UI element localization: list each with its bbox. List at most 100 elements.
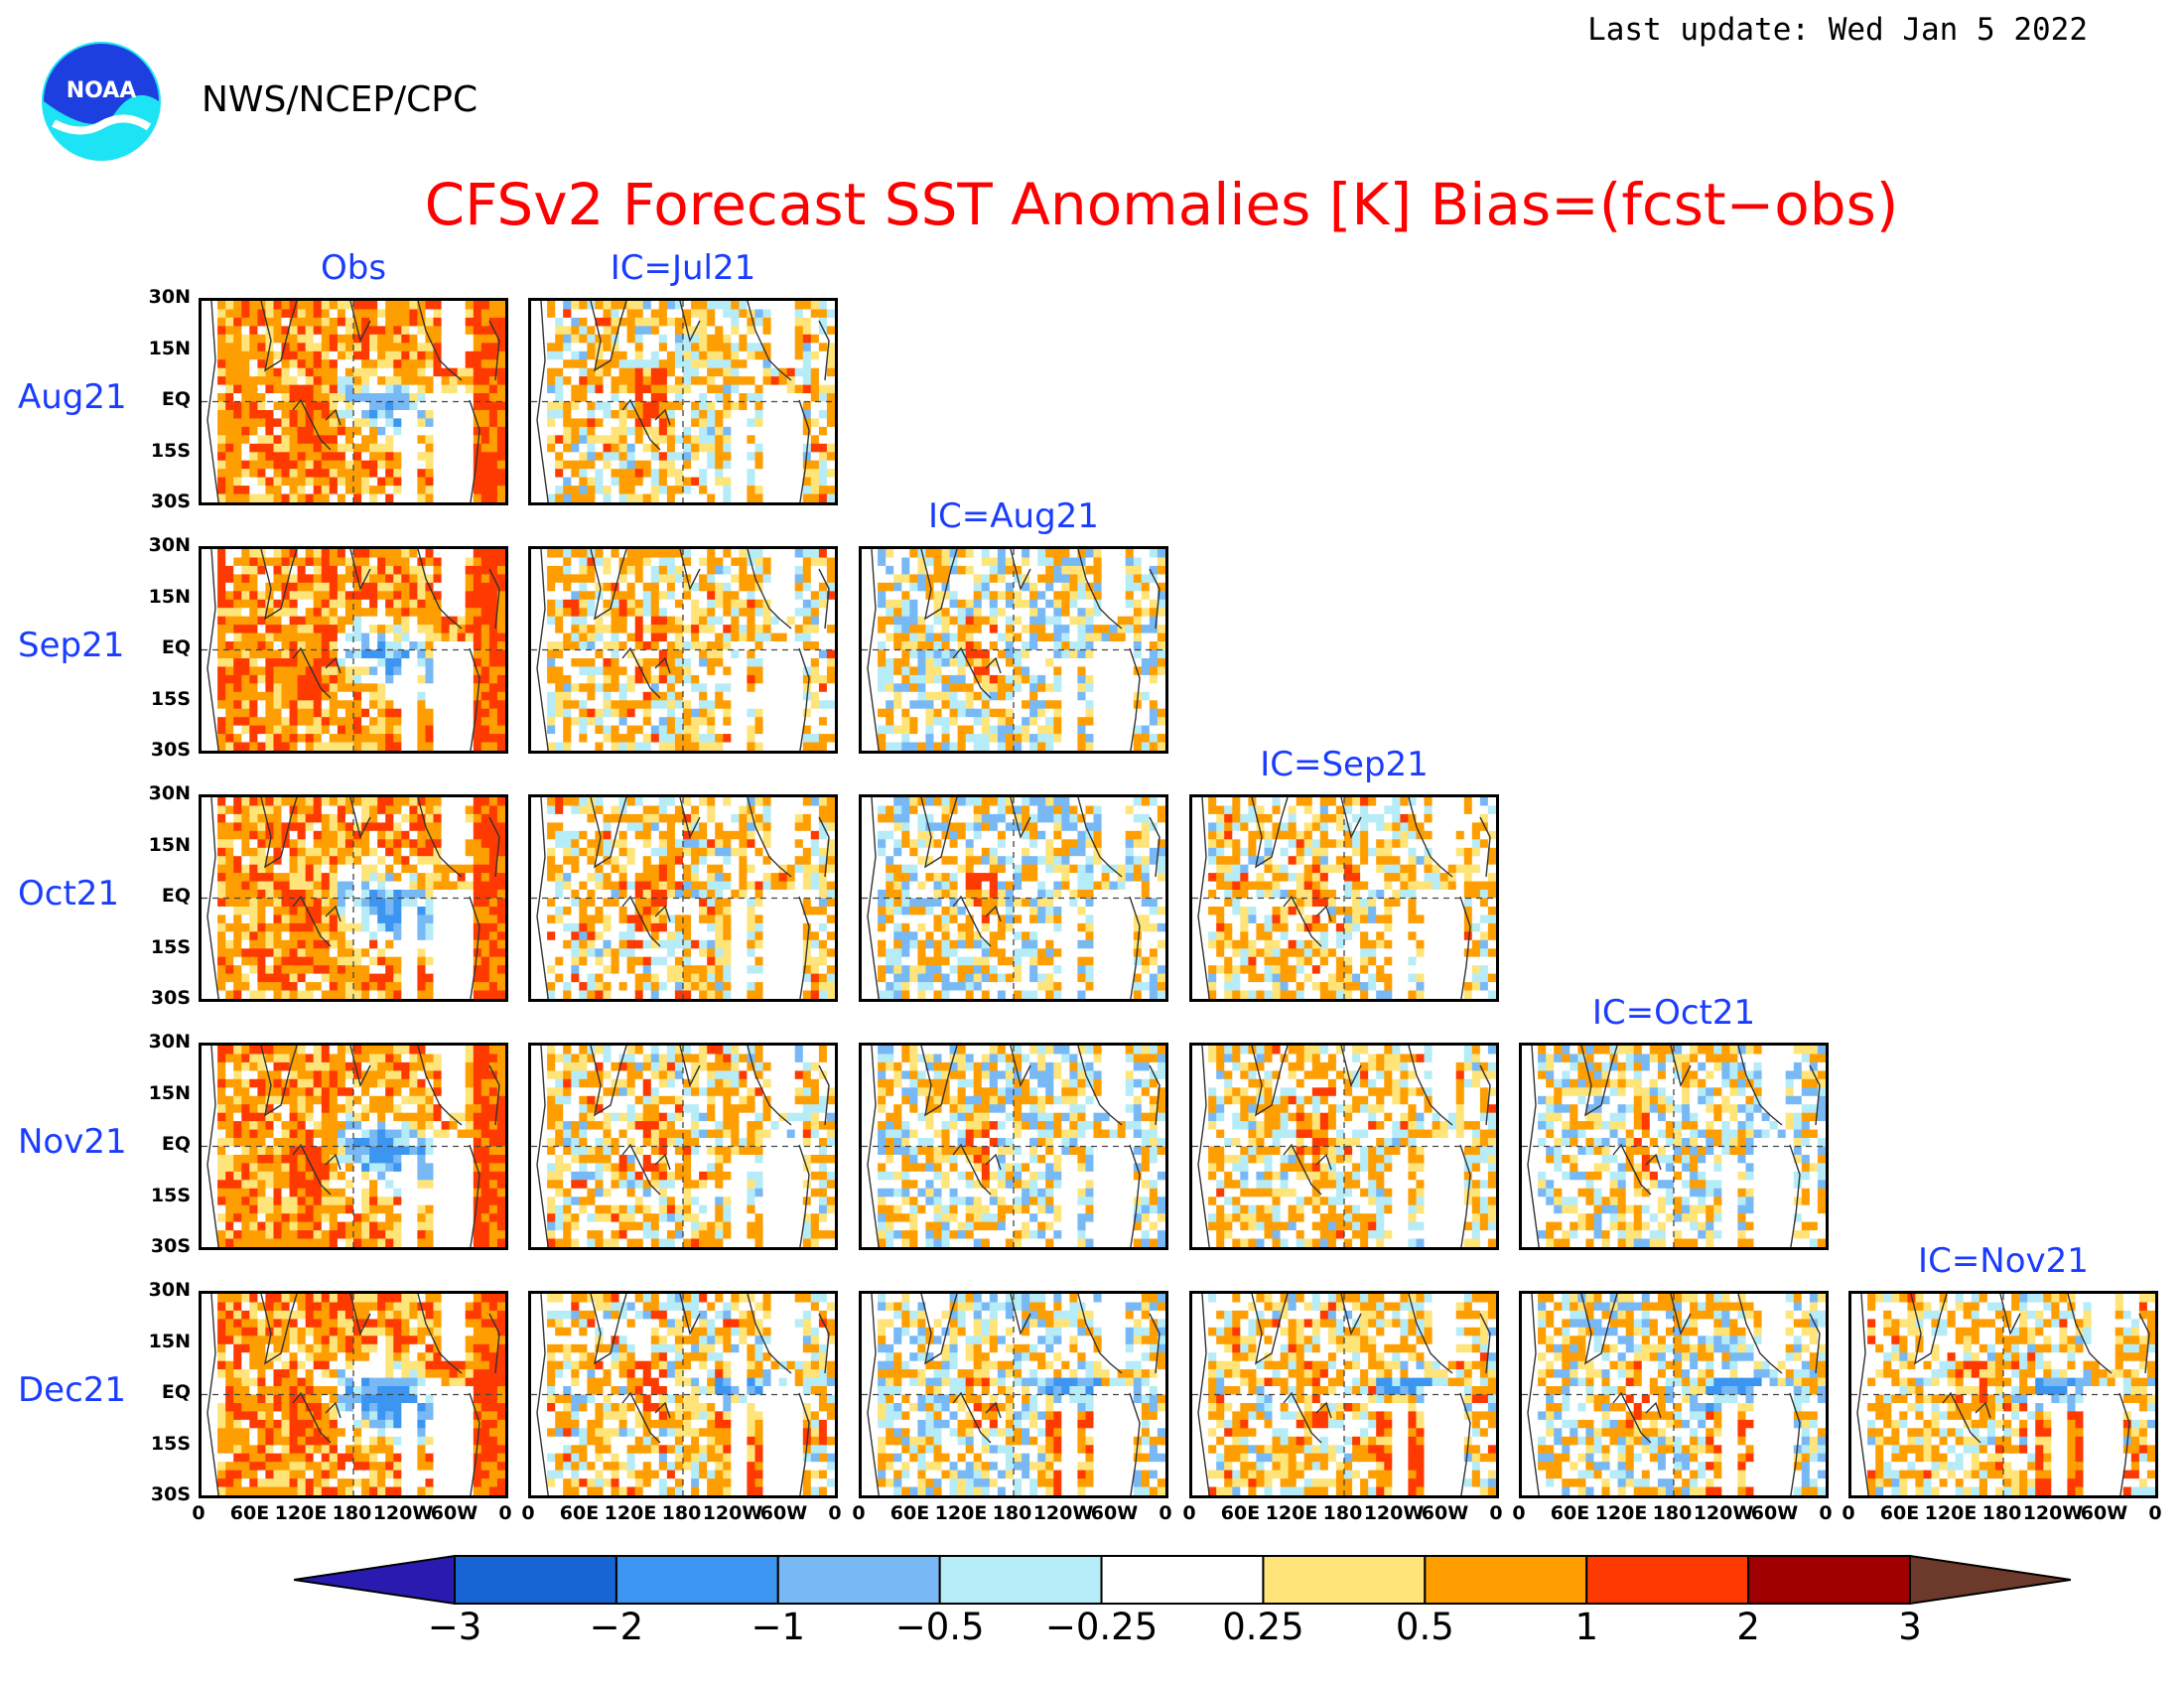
map-panel-dec21-ic1 — [528, 1291, 838, 1498]
lon-tick-label: 0 — [852, 1502, 866, 1524]
lat-tick-label: 15S — [150, 687, 191, 710]
lat-tick-label: 30S — [150, 1483, 191, 1505]
map-panel-nov21-ic1 — [528, 1043, 838, 1250]
map-panel-sep21-ic2 — [859, 546, 1168, 754]
colorbar-segment — [938, 1555, 1103, 1605]
lon-tick-label: 60E — [1220, 1502, 1261, 1524]
lat-tick-label: 30N — [148, 1279, 191, 1301]
map-panel-dec21-obs — [199, 1291, 508, 1498]
colorbar-tick-label: 0.25 — [1222, 1606, 1304, 1648]
map-panel-sep21-ic1 — [528, 546, 838, 754]
map-panel-aug21-ic1 — [528, 298, 838, 505]
lat-tick-label: EQ — [161, 1133, 191, 1155]
lon-tick-label: 120E — [934, 1502, 988, 1524]
lon-tick-label: 0 — [1489, 1502, 1503, 1524]
colorbar-tick-label: 3 — [1898, 1606, 1922, 1648]
column-title-obs: Obs — [320, 248, 387, 288]
map-panel-oct21-obs — [199, 794, 508, 1002]
colorbar-tick-label: −0.25 — [1044, 1606, 1159, 1648]
lon-tick-label: 60E — [229, 1502, 270, 1524]
column-title-ic4: IC=Oct21 — [1591, 993, 1756, 1033]
colorbar-segment — [454, 1555, 617, 1605]
lat-tick-label: 15S — [150, 439, 191, 462]
lat-tick-label: 30N — [148, 286, 191, 308]
lon-tick-label: 60W — [1421, 1502, 1469, 1524]
lon-tick-label: 60W — [759, 1502, 808, 1524]
map-panel-oct21-ic1 — [528, 794, 838, 1002]
map-panel-nov21-ic3 — [1189, 1043, 1499, 1250]
colorbar-segment — [1262, 1555, 1427, 1605]
lon-tick-label: 0 — [498, 1502, 512, 1524]
colorbar — [293, 1554, 2072, 1606]
lon-tick-label: 120E — [1265, 1502, 1318, 1524]
row-label-nov21: Nov21 — [18, 1121, 127, 1162]
colorbar-segment — [1585, 1555, 1750, 1605]
lon-tick-label: 180 — [1981, 1502, 2022, 1524]
map-panel-sep21-obs — [199, 546, 508, 754]
lon-tick-label: 120W — [372, 1502, 434, 1524]
colorbar-tick-label: −0.5 — [894, 1606, 985, 1648]
map-panel-aug21-obs — [199, 298, 508, 505]
page-title: CFSv2 Forecast SST Anomalies [K] Bias=(f… — [424, 171, 1899, 238]
lon-tick-label: 120W — [702, 1502, 763, 1524]
lat-tick-label: 30N — [148, 534, 191, 556]
column-title-ic2: IC=Aug21 — [928, 496, 1099, 536]
colorbar-segment — [614, 1555, 779, 1605]
row-label-aug21: Aug21 — [18, 376, 127, 417]
lon-tick-label: 60E — [559, 1502, 600, 1524]
colorbar-segment — [1100, 1555, 1265, 1605]
lat-tick-label: 30S — [150, 1235, 191, 1257]
lon-tick-label: 0 — [192, 1502, 205, 1524]
lat-tick-label: 15N — [148, 833, 191, 856]
lon-tick-label: 0 — [1842, 1502, 1855, 1524]
colorbar-segment — [1747, 1555, 1911, 1605]
colorbar-tick-label: −1 — [751, 1606, 806, 1648]
lon-tick-label: 0 — [1512, 1502, 1526, 1524]
lon-tick-label: 0 — [2148, 1502, 2162, 1524]
map-panel-dec21-ic2 — [859, 1291, 1168, 1498]
column-title-ic5: IC=Nov21 — [1918, 1241, 2089, 1281]
organization-label: NWS/NCEP/CPC — [202, 79, 478, 120]
colorbar-high-arrow — [1909, 1554, 2072, 1606]
map-panel-dec21-ic4 — [1519, 1291, 1829, 1498]
row-label-oct21: Oct21 — [18, 873, 120, 914]
lat-tick-label: 30S — [150, 491, 191, 512]
lon-tick-label: 0 — [1182, 1502, 1196, 1524]
lon-tick-label: 0 — [1159, 1502, 1172, 1524]
lon-tick-label: 180 — [1322, 1502, 1363, 1524]
colorbar-segment — [1424, 1555, 1588, 1605]
lon-tick-label: 0 — [521, 1502, 535, 1524]
lon-tick-label: 180 — [992, 1502, 1032, 1524]
lon-tick-label: 120W — [1363, 1502, 1425, 1524]
lat-tick-label: 15S — [150, 935, 191, 958]
lat-tick-label: EQ — [161, 388, 191, 410]
lat-tick-label: EQ — [161, 636, 191, 658]
noaa-logo: NOAA — [40, 40, 163, 163]
lon-tick-label: 120W — [2022, 1502, 2084, 1524]
column-title-ic1: IC=Jul21 — [610, 248, 756, 288]
lon-tick-label: 60W — [2080, 1502, 2128, 1524]
lat-tick-label: 30N — [148, 1031, 191, 1053]
map-panel-nov21-ic4 — [1519, 1043, 1829, 1250]
lon-tick-label: 120E — [1594, 1502, 1648, 1524]
colorbar-segment — [776, 1555, 941, 1605]
colorbar-tick-label: 2 — [1736, 1606, 1760, 1648]
row-label-dec21: Dec21 — [18, 1369, 127, 1410]
lon-tick-label: 60E — [1550, 1502, 1590, 1524]
lat-tick-label: EQ — [161, 1381, 191, 1403]
map-panel-dec21-ic3 — [1189, 1291, 1499, 1498]
lon-tick-label: 60E — [889, 1502, 930, 1524]
map-panel-oct21-ic2 — [859, 794, 1168, 1002]
colorbar-tick-label: 0.5 — [1395, 1606, 1454, 1648]
svg-text:NOAA: NOAA — [67, 78, 137, 103]
lat-tick-label: 30N — [148, 782, 191, 804]
lon-tick-label: 0 — [1819, 1502, 1833, 1524]
colorbar-tick-label: −2 — [589, 1606, 644, 1648]
colorbar-tick-label: 1 — [1574, 1606, 1598, 1648]
lon-tick-label: 180 — [1652, 1502, 1693, 1524]
lon-tick-label: 60W — [1750, 1502, 1799, 1524]
lon-tick-label: 120E — [274, 1502, 328, 1524]
lat-tick-label: 15N — [148, 1330, 191, 1352]
lat-tick-label: 30S — [150, 987, 191, 1009]
lon-tick-label: 180 — [661, 1502, 702, 1524]
